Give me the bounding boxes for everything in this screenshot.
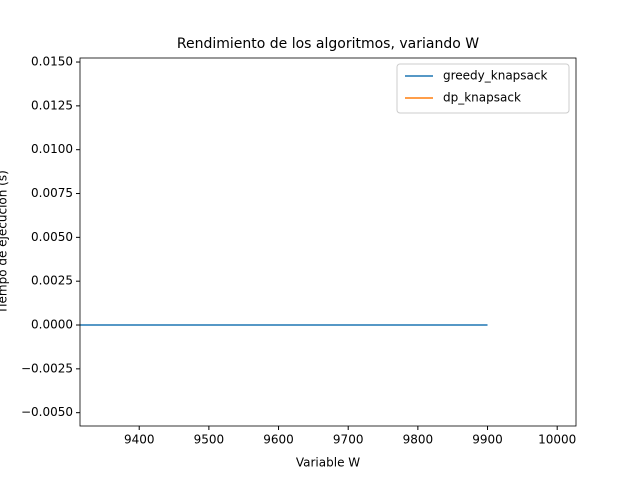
y-tick-label: 0.0050: [31, 230, 73, 244]
y-tick-label: −0.0050: [21, 405, 73, 419]
x-tick-label: 9700: [333, 433, 364, 447]
x-tick-label: 9500: [194, 433, 225, 447]
legend-label: dp_knapsack: [443, 91, 521, 105]
y-tick-label: 0.0100: [31, 142, 73, 156]
x-tick-label: 10000: [538, 433, 576, 447]
legend-box: [396, 63, 570, 114]
y-tick-label: 0.0000: [31, 318, 73, 332]
legend-label: greedy_knapsack: [443, 69, 548, 83]
y-tick-label: 0.0025: [31, 274, 73, 288]
x-tick-label: 9600: [263, 433, 294, 447]
chart-title: Rendimiento de los algoritmos, variando …: [177, 36, 479, 52]
x-tick-label: 9400: [124, 433, 155, 447]
y-tick-label: 0.0075: [31, 186, 73, 200]
plot-frame: [79, 57, 577, 427]
y-tick-label: 0.0150: [31, 55, 73, 69]
x-tick-label: 9900: [472, 433, 503, 447]
y-tick-label: −0.0025: [21, 361, 73, 375]
x-tick-label: 9800: [403, 433, 434, 447]
y-axis-label: Tiempo de ejecución (s): [0, 170, 10, 315]
y-tick-label: 0.0125: [31, 98, 73, 112]
x-axis-label: Variable W: [296, 456, 360, 470]
